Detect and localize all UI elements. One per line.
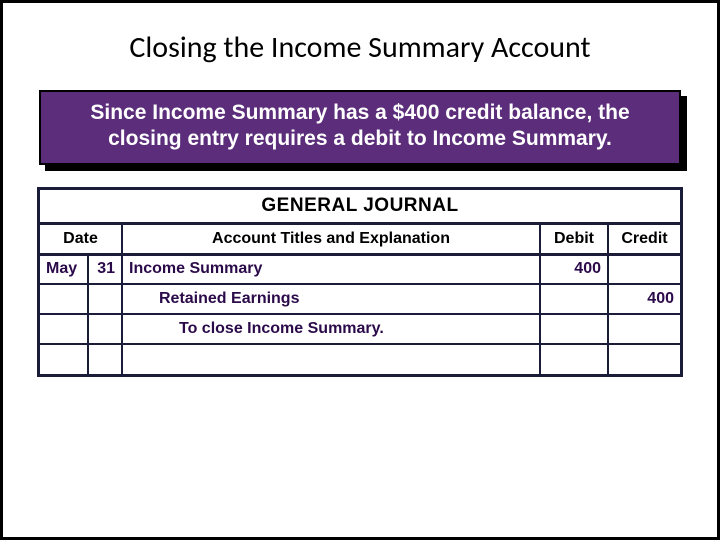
col-date: Date (40, 225, 122, 255)
callout-text: Since Income Summary has a $400 credit b… (39, 90, 681, 165)
table-row: May 31 Income Summary 400 (40, 254, 680, 284)
col-debit: Debit (540, 225, 608, 255)
journal-table: Date Account Titles and Explanation Debi… (40, 225, 680, 375)
table-row: Retained Earnings 400 (40, 284, 680, 314)
col-credit: Credit (608, 225, 680, 255)
cell-debit (540, 314, 608, 344)
cell-credit (608, 254, 680, 284)
cell-month (40, 344, 88, 374)
cell-month (40, 284, 88, 314)
table-row (40, 344, 680, 374)
slide-container: Closing the Income Summary Account Since… (0, 0, 720, 540)
cell-explanation (122, 344, 540, 374)
cell-explanation: Retained Earnings (122, 284, 540, 314)
cell-explanation: To close Income Summary. (122, 314, 540, 344)
table-row: To close Income Summary. (40, 314, 680, 344)
cell-day (88, 344, 122, 374)
cell-month: May (40, 254, 88, 284)
cell-credit (608, 314, 680, 344)
cell-debit (540, 344, 608, 374)
cell-debit (540, 284, 608, 314)
cell-month (40, 314, 88, 344)
journal-column-header-row: Date Account Titles and Explanation Debi… (40, 225, 680, 255)
journal-header: GENERAL JOURNAL (40, 190, 680, 225)
general-journal: GENERAL JOURNAL Date Account Titles and … (37, 187, 683, 378)
cell-debit: 400 (540, 254, 608, 284)
slide-title: Closing the Income Summary Account (35, 29, 685, 66)
cell-day: 31 (88, 254, 122, 284)
col-explanation: Account Titles and Explanation (122, 225, 540, 255)
cell-day (88, 314, 122, 344)
callout-box: Since Income Summary has a $400 credit b… (39, 90, 681, 165)
cell-explanation: Income Summary (122, 254, 540, 284)
cell-credit: 400 (608, 284, 680, 314)
cell-day (88, 284, 122, 314)
cell-credit (608, 344, 680, 374)
